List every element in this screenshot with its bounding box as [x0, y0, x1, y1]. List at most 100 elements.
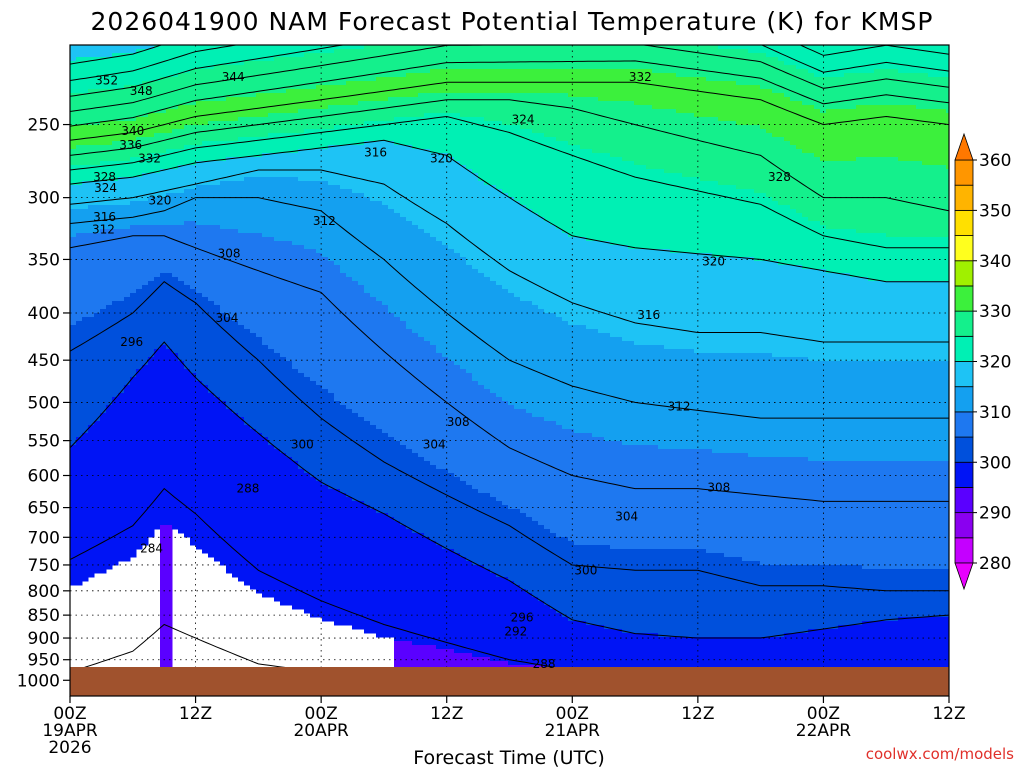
- field-cell: [442, 113, 449, 154]
- field-cell: [652, 109, 659, 170]
- field-cell: [700, 353, 707, 450]
- field-cell: [580, 69, 587, 98]
- field-cell: [880, 233, 887, 282]
- field-cell: [394, 317, 401, 442]
- field-cell: [214, 101, 221, 122]
- field-cell: [160, 169, 167, 198]
- field-cell: [796, 265, 803, 358]
- field-cell: [604, 153, 611, 242]
- field-cell: [580, 97, 587, 150]
- field-cell: [640, 549, 647, 634]
- field-cell: [112, 141, 119, 162]
- field-cell: [604, 333, 611, 442]
- field-cell: [820, 161, 827, 226]
- colorbar-swatch: [954, 461, 974, 488]
- field-cell: [910, 73, 917, 106]
- field-cell: [904, 569, 911, 618]
- field-cell: [844, 45, 851, 74]
- field-cell: [508, 93, 515, 126]
- field-cell: [670, 45, 677, 74]
- field-cell: [796, 101, 803, 150]
- contour-label: 328: [768, 170, 791, 184]
- isentrope-336: [70, 60, 949, 127]
- field-cell: [70, 125, 77, 150]
- field-cell: [556, 229, 563, 318]
- field-cell: [922, 73, 929, 110]
- field-cell: [232, 181, 239, 230]
- field-cell: [946, 45, 949, 78]
- field-cell: [436, 241, 443, 354]
- field-cell: [298, 109, 305, 134]
- field-cell: [808, 45, 815, 74]
- field-cell: [862, 233, 869, 278]
- field-cell: [154, 197, 161, 226]
- x-tick-label: 00Z: [807, 704, 840, 724]
- field-cell: [940, 77, 947, 110]
- field-cell: [466, 45, 473, 70]
- field-cell: [670, 349, 677, 450]
- field-cell: [706, 253, 713, 354]
- field-cell: [448, 157, 455, 250]
- y-tick-label: 1000: [17, 671, 60, 691]
- field-cell: [130, 141, 137, 158]
- field-cell: [658, 73, 665, 110]
- field-cell: [502, 93, 509, 126]
- field-cell: [118, 121, 125, 142]
- field-cell: [556, 69, 563, 94]
- field-cell: [706, 353, 713, 450]
- field-cell: [670, 73, 677, 110]
- field-cell: [472, 93, 479, 118]
- field-cell: [496, 121, 503, 190]
- field-cell: [700, 637, 707, 670]
- field-cell: [742, 453, 749, 562]
- field-cell: [808, 153, 815, 222]
- field-cell: [790, 65, 797, 102]
- field-cell: [184, 45, 191, 74]
- field-cell: [154, 133, 161, 154]
- field-cell: [736, 557, 743, 638]
- field-cell: [82, 181, 89, 210]
- field-cell: [160, 225, 167, 274]
- field-cell: [322, 85, 329, 110]
- field-cell: [76, 321, 83, 438]
- field-cell: [910, 461, 917, 570]
- field-cell: [430, 237, 437, 346]
- field-cell: [262, 437, 269, 598]
- field-cell: [826, 77, 833, 110]
- field-cell: [418, 117, 425, 150]
- field-cell: [160, 153, 167, 170]
- contour-label: 324: [512, 113, 535, 127]
- field-cell: [148, 45, 155, 50]
- field-cell: [700, 77, 707, 118]
- field-cell: [238, 417, 245, 582]
- field-cell: [130, 201, 137, 226]
- field-cell: [274, 241, 281, 354]
- field-cell: [934, 45, 941, 78]
- contour-label: 312: [313, 214, 336, 228]
- field-cell: [652, 549, 659, 634]
- field-cell: [106, 229, 113, 306]
- x-tick-label: 19APR: [42, 721, 98, 741]
- field-cell: [850, 461, 857, 566]
- field-cell: [250, 157, 257, 178]
- field-cell: [70, 93, 77, 126]
- field-cell: [232, 321, 239, 414]
- field-cell: [94, 205, 101, 234]
- field-cell: [208, 101, 215, 122]
- field-cell: [904, 461, 911, 570]
- field-cell: [568, 97, 575, 146]
- field-cell: [802, 633, 809, 670]
- field-cell: [388, 97, 395, 122]
- field-cell: [142, 157, 149, 174]
- field-cell: [310, 381, 317, 478]
- field-cell: [406, 97, 413, 118]
- field-cell: [682, 45, 689, 78]
- x-tick-label: 22APR: [796, 721, 852, 741]
- field-cell: [148, 153, 155, 174]
- field-cell: [112, 121, 119, 142]
- field-cell: [460, 45, 467, 70]
- field-cell: [910, 361, 917, 462]
- field-cell: [574, 237, 581, 326]
- x-tick-label: 00Z: [305, 704, 338, 724]
- field-cell: [238, 137, 245, 158]
